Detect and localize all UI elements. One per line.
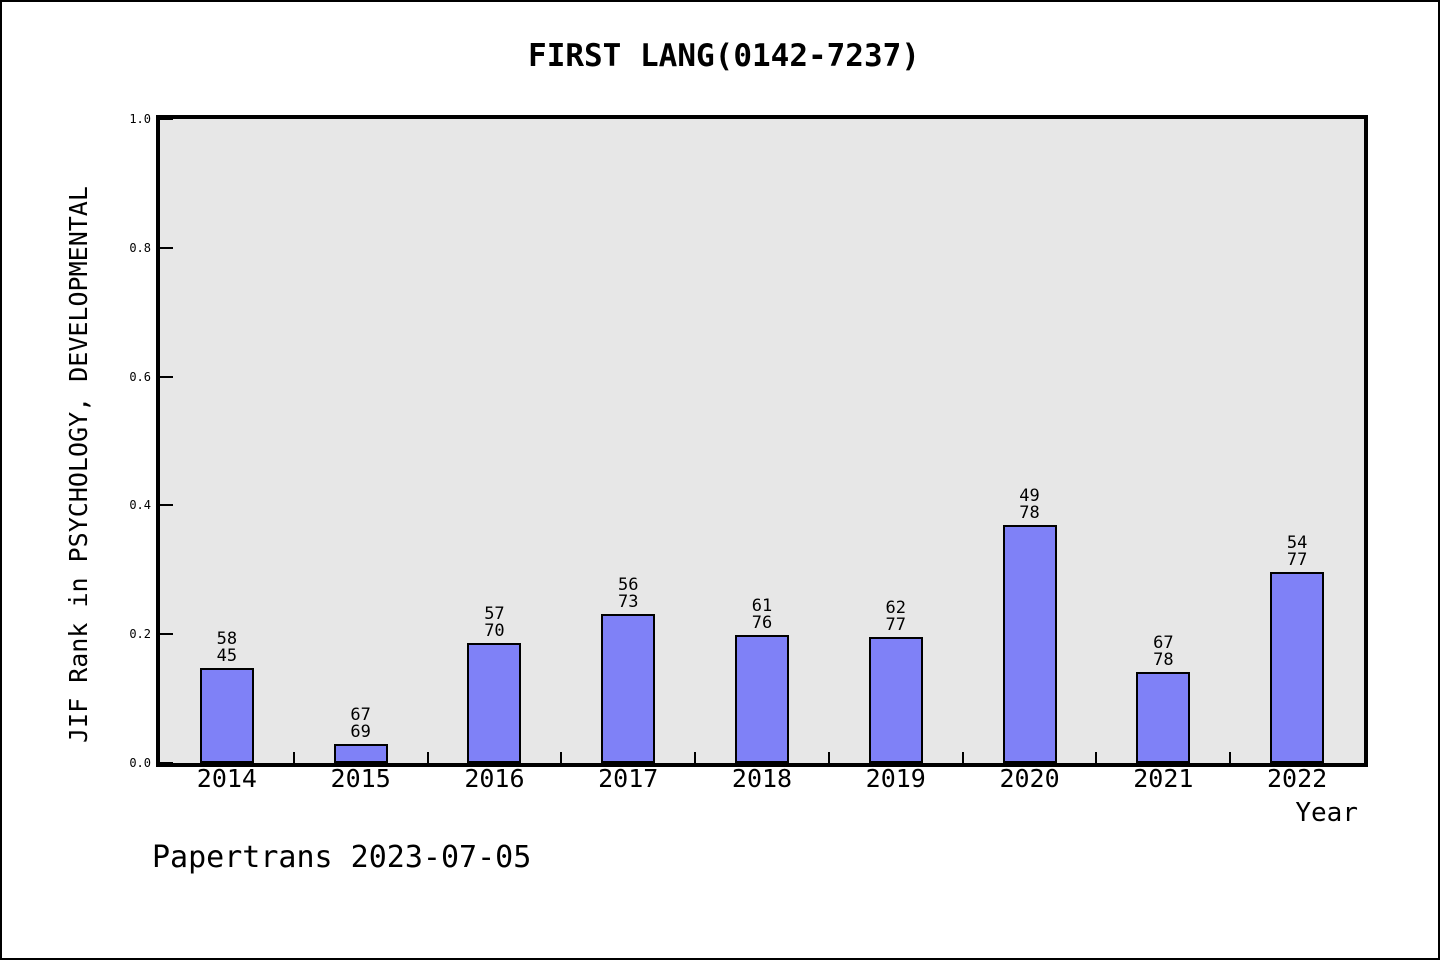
- y-tick-mark: [160, 118, 173, 120]
- x-tick-mark: [961, 752, 964, 763]
- bar-2014: [199, 668, 254, 763]
- bar-2016: [467, 643, 522, 763]
- x-tick-label-2022: 2022: [1267, 764, 1328, 793]
- y-tick-label-0.6: 0.6: [129, 369, 151, 384]
- x-tick-label-2015: 2015: [330, 764, 391, 793]
- x-tick-label-2021: 2021: [1133, 764, 1194, 793]
- bar-2015: [333, 744, 388, 763]
- y-tick-label-1.0: 1.0: [129, 112, 151, 126]
- bar-value-label-2021: 67 78: [1153, 633, 1174, 670]
- bar-2018: [735, 635, 789, 763]
- x-tick-mark: [560, 752, 563, 763]
- plot-inner: 58 45 67 69 57 70 56 73 61 76 62 77 49 78 67 78…: [160, 118, 1364, 764]
- y-tick-label-0.8: 0.8: [129, 240, 151, 255]
- bar-value-label-2019: 62 77: [885, 598, 907, 635]
- bar-2019: [868, 637, 923, 763]
- bar-value-label-2016: 57 70: [484, 604, 505, 641]
- bar-2020: [1002, 525, 1057, 763]
- y-tick-mark: [160, 762, 173, 764]
- y-tick-mark: [160, 633, 173, 636]
- x-tick-mark: [694, 752, 697, 763]
- x-tick-label-2014: 2014: [196, 764, 257, 793]
- x-axis-title: Year: [1295, 798, 1358, 828]
- x-tick-label-2018: 2018: [731, 764, 793, 793]
- bar-value-label-2020: 49 78: [1019, 486, 1040, 523]
- bar-2022: [1270, 572, 1325, 763]
- y-tick-mark: [160, 504, 173, 507]
- x-axis-tick-labels: 2014 2015 2016 2017 2018 2019 2020 2021 2022: [160, 766, 1364, 798]
- bar-value-label-2018: 61 76: [751, 596, 773, 633]
- x-tick-label-2016: 2016: [464, 764, 525, 793]
- watermark-text: Papertrans 2023-07-05: [152, 840, 532, 875]
- bar-value-label-2022: 54 77: [1286, 533, 1308, 570]
- bar-value-label-2014: 58 45: [216, 629, 238, 666]
- bar-value-label-2017: 56 73: [617, 575, 639, 612]
- x-tick-mark: [292, 752, 295, 763]
- x-tick-label-2017: 2017: [598, 764, 659, 793]
- x-tick-mark: [426, 752, 429, 763]
- x-tick-mark: [1229, 752, 1232, 763]
- y-tick-mark: [160, 375, 173, 378]
- y-axis-tick-labels: 0.0 0.2 0.4 0.6 0.8 1.0: [2, 112, 151, 770]
- bar-value-label-2015: 67 69: [350, 705, 371, 742]
- x-tick-label-2020: 2020: [999, 764, 1060, 793]
- x-tick-mark: [1095, 752, 1098, 763]
- x-tick-label-2019: 2019: [865, 764, 926, 793]
- chart-title: FIRST LANG(0142-7237): [528, 38, 920, 74]
- y-tick-label-0.0: 0.0: [129, 756, 151, 770]
- bar-2021: [1136, 672, 1191, 763]
- y-tick-mark: [160, 246, 173, 249]
- bar-2017: [601, 614, 656, 763]
- y-tick-label-0.4: 0.4: [129, 498, 151, 513]
- x-tick-mark: [827, 752, 830, 763]
- y-tick-label-0.2: 0.2: [129, 627, 151, 642]
